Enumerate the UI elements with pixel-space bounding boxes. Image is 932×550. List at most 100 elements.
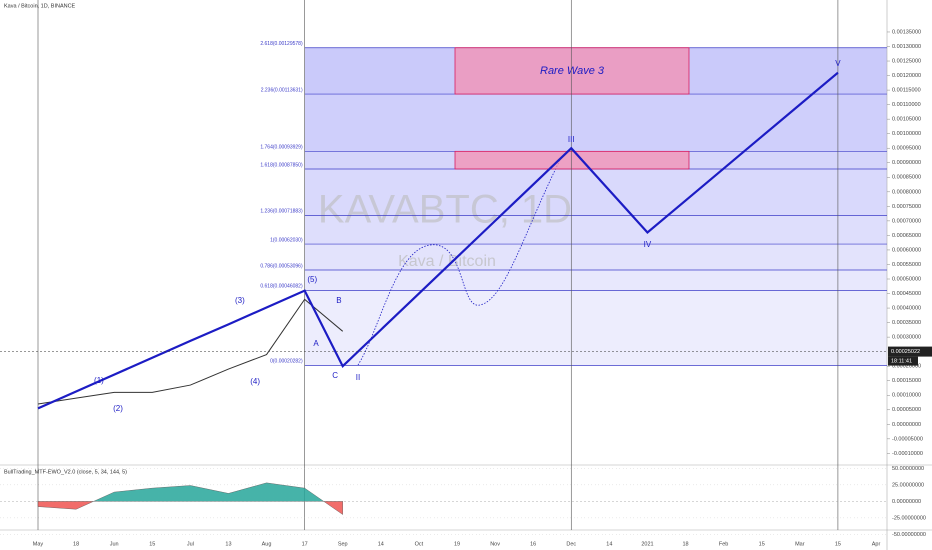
x-tick-label: 19 bbox=[454, 541, 460, 547]
y-tick-label: 0.00105000 bbox=[892, 117, 921, 123]
wave-label: A bbox=[313, 339, 319, 348]
x-tick-label: 16 bbox=[530, 541, 536, 547]
wave-label: II bbox=[356, 373, 360, 382]
y-tick-label: 0.00110000 bbox=[892, 102, 921, 108]
x-tick-label: 14 bbox=[606, 541, 612, 547]
fib-label: 0.618(0.00046082) bbox=[260, 284, 303, 290]
fib-zone bbox=[304, 290, 887, 366]
fib-label: 1(0.00062030) bbox=[270, 237, 303, 243]
x-tick-label: Jul bbox=[187, 541, 194, 547]
watermark-subtitle: Kava / Bitcoin bbox=[398, 253, 496, 270]
y-tick-label: 0.00085000 bbox=[892, 175, 921, 181]
x-tick-label: 14 bbox=[378, 541, 384, 547]
fib-label: 2.618(0.00129578) bbox=[260, 41, 303, 47]
y-tick-label: 0.00045000 bbox=[892, 291, 921, 297]
x-tick-label: Feb bbox=[719, 541, 728, 547]
osc-tick-label: -25.00000000 bbox=[892, 515, 926, 521]
x-tick-label: Dec bbox=[566, 541, 576, 547]
y-tick-label: 0.00090000 bbox=[892, 160, 921, 166]
symbol-header: Kava / Bitcoin, 1D, BINANCE bbox=[4, 3, 76, 9]
fib-zone bbox=[304, 244, 887, 271]
x-tick-label: Aug bbox=[262, 541, 272, 547]
y-tick-label: 0.00100000 bbox=[892, 131, 921, 137]
y-tick-label: 0.00080000 bbox=[892, 189, 921, 195]
target-box bbox=[454, 150, 690, 170]
oscillator-title: BullTrading_MTF-EWO_V2.0 (close, 5, 34, … bbox=[4, 469, 127, 475]
y-tick-label: 0.00120000 bbox=[892, 73, 921, 79]
fib-label: 1.764(0.00093929) bbox=[260, 145, 303, 151]
x-tick-label: May bbox=[33, 541, 44, 547]
y-tick-label: -0.00005000 bbox=[892, 436, 923, 442]
wave-label: B bbox=[336, 296, 341, 305]
y-tick-label: 0.00020000 bbox=[892, 364, 921, 370]
countdown-label: 18:11:41 bbox=[891, 359, 912, 365]
wave-label: V bbox=[835, 59, 841, 68]
y-tick-label: 0.00125000 bbox=[892, 58, 921, 64]
last-price-tag bbox=[888, 346, 932, 357]
wave-label: (3) bbox=[235, 296, 245, 305]
fib-label: 2.236(0.00113631) bbox=[261, 87, 303, 93]
fib-label: 0.786(0.00053096) bbox=[260, 263, 303, 269]
y-tick-label: 0.00055000 bbox=[892, 262, 921, 268]
wave-label: (4) bbox=[250, 377, 260, 386]
x-tick-label: 15 bbox=[149, 541, 155, 547]
target-box bbox=[454, 47, 690, 95]
y-tick-label: 0.00000000 bbox=[892, 422, 921, 428]
y-tick-label: 0.00035000 bbox=[892, 320, 921, 326]
y-tick-label: 0.00130000 bbox=[892, 44, 921, 50]
wave-label: IV bbox=[644, 240, 652, 249]
y-tick-label: 0.00040000 bbox=[892, 306, 921, 312]
x-tick-label: Jun bbox=[110, 541, 119, 547]
wave-label: (5) bbox=[307, 275, 317, 284]
x-tick-label: 2021 bbox=[641, 541, 653, 547]
x-tick-label: 15 bbox=[759, 541, 765, 547]
oscillator-area bbox=[37, 482, 343, 515]
x-tick-label: Mar bbox=[795, 541, 805, 547]
osc-tick-label: 50.00000000 bbox=[892, 466, 924, 472]
wave-label: (1) bbox=[94, 376, 104, 385]
x-tick-label: 18 bbox=[682, 541, 688, 547]
x-tick-label: Apr bbox=[872, 541, 881, 547]
fib-label: 0(0.00020282) bbox=[270, 359, 303, 365]
y-tick-label: -0.00010000 bbox=[892, 451, 923, 457]
x-tick-label: Sep bbox=[338, 541, 348, 547]
target-box-label: Rare Wave 3 bbox=[540, 65, 605, 77]
y-tick-label: 0.00115000 bbox=[892, 88, 921, 94]
fib-zone bbox=[304, 94, 887, 152]
y-tick-label: 0.00050000 bbox=[892, 276, 921, 282]
osc-tick-label: -50.00000000 bbox=[892, 532, 926, 538]
y-tick-label: 0.00005000 bbox=[892, 407, 921, 413]
osc-tick-label: 25.00000000 bbox=[892, 482, 924, 488]
price-line bbox=[37, 298, 344, 405]
watermark: KAVABTC, 1D bbox=[318, 188, 572, 232]
wave-label: (2) bbox=[113, 404, 123, 413]
wave-label: C bbox=[332, 371, 338, 380]
y-tick-label: 0.00075000 bbox=[892, 204, 921, 210]
x-tick-label: 18 bbox=[73, 541, 79, 547]
osc-tick-label: 0.00000000 bbox=[892, 499, 921, 505]
countdown-tag bbox=[888, 356, 918, 366]
fib-label: 1.618(0.00087850) bbox=[260, 162, 303, 168]
x-tick-label: Oct bbox=[415, 541, 424, 547]
x-tick-label: Nov bbox=[490, 541, 500, 547]
fib-zone bbox=[304, 215, 887, 245]
last-price-label: 0.00025022 bbox=[891, 349, 920, 355]
wave-line bbox=[37, 71, 839, 410]
x-tick-label: 13 bbox=[225, 541, 231, 547]
y-tick-label: 0.00095000 bbox=[892, 146, 921, 152]
y-tick-label: 0.00060000 bbox=[892, 247, 921, 253]
x-tick-label: 15 bbox=[835, 541, 841, 547]
y-tick-label: 0.00015000 bbox=[892, 378, 921, 384]
wave-label: III bbox=[568, 135, 575, 144]
fib-label: 1.236(0.00071883) bbox=[260, 209, 303, 215]
x-tick-label: 17 bbox=[302, 541, 308, 547]
projection-curve bbox=[357, 159, 561, 366]
y-tick-label: 0.00135000 bbox=[892, 29, 921, 35]
y-tick-label: 0.00065000 bbox=[892, 233, 921, 239]
y-tick-label: 0.00070000 bbox=[892, 218, 921, 224]
fib-zone bbox=[304, 270, 887, 291]
y-tick-label: 0.00030000 bbox=[892, 335, 921, 341]
y-tick-label: 0.00010000 bbox=[892, 393, 921, 399]
